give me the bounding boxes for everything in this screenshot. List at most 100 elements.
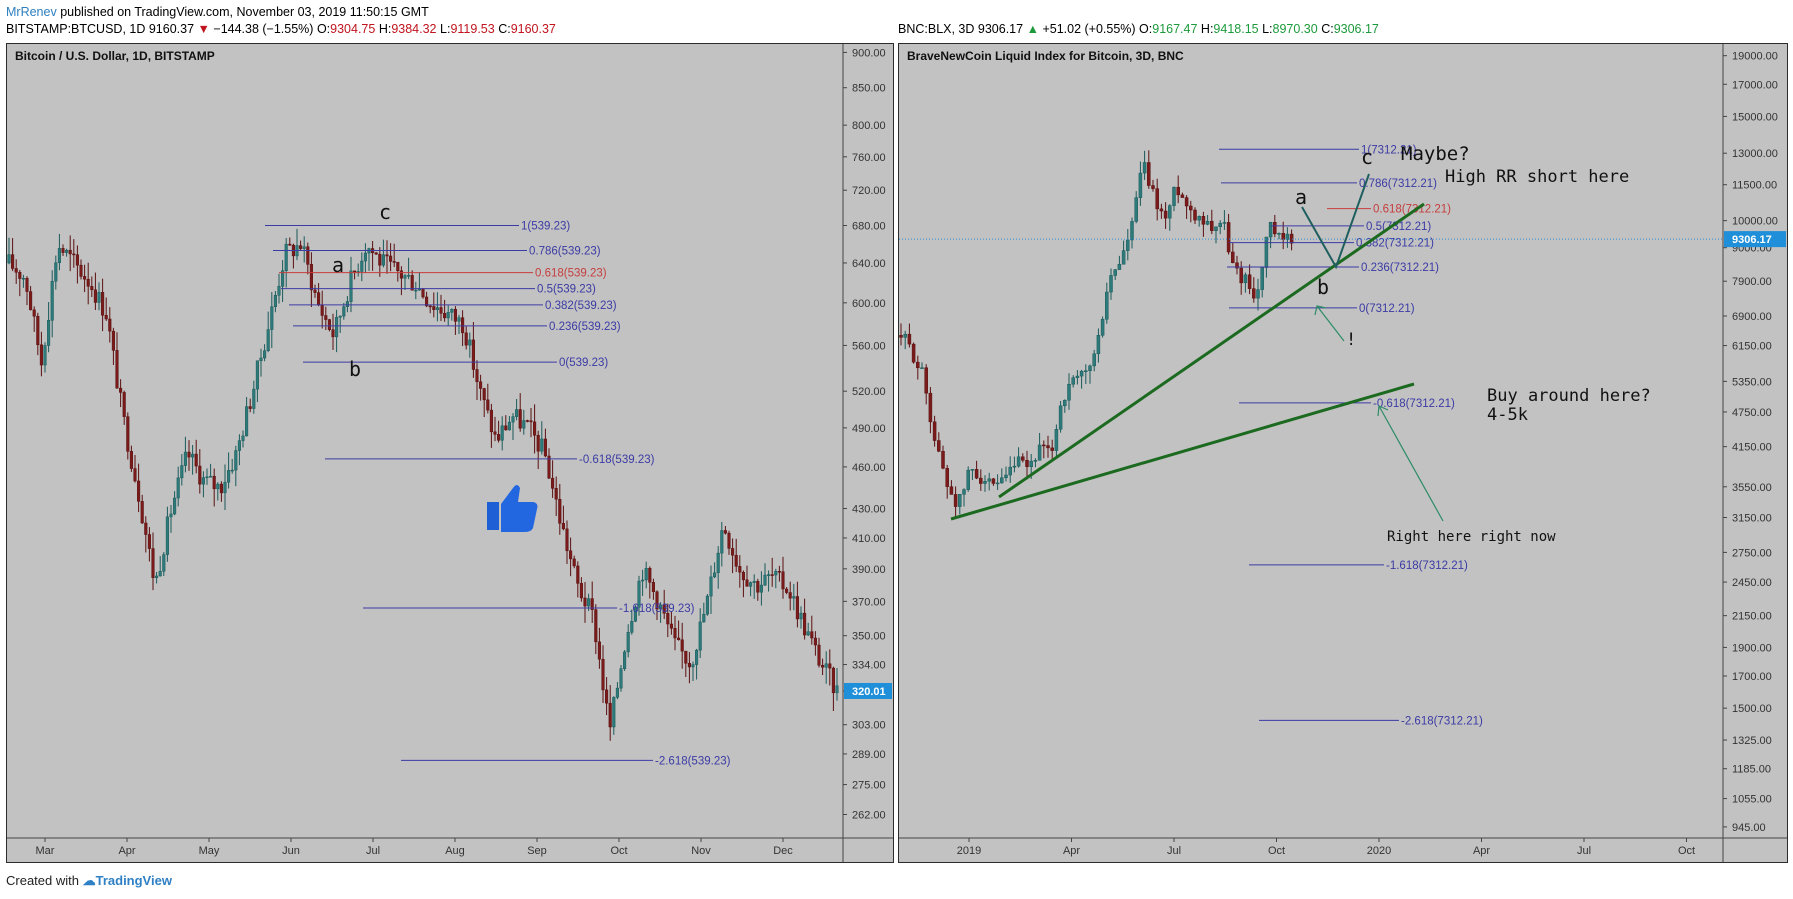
y-tick-label: 19000.00	[1732, 51, 1778, 63]
candle-body	[1205, 220, 1210, 225]
candle-body	[835, 685, 839, 694]
candle-body	[716, 552, 720, 574]
candle-body	[122, 392, 126, 417]
left-change: −144.38 (−1.55%)	[213, 22, 314, 36]
candle-body	[637, 580, 641, 608]
candle-body	[612, 697, 616, 728]
candle-body	[410, 275, 414, 291]
x-tick-label: Aug	[445, 845, 465, 857]
x-tick-label: Apr	[1473, 845, 1490, 857]
y-tick-label: 303.00	[852, 720, 886, 732]
candle-body	[1281, 233, 1285, 240]
candle-body	[25, 277, 29, 292]
candle-body	[1289, 233, 1294, 244]
candle-body	[342, 306, 346, 317]
candle-body	[781, 571, 785, 590]
candle-body	[482, 388, 486, 401]
fib-label: -1.618(539.23)	[619, 603, 695, 615]
right-chart-svg[interactable]: 19000.00 17000.00 15000.00 13000.00 11500.00…	[899, 44, 1787, 862]
y-tick-label: 7900.00	[1732, 276, 1772, 288]
candle-body	[911, 343, 916, 363]
candle-body	[381, 254, 385, 266]
fib-label: 1(539.23)	[521, 221, 570, 233]
candle-body	[565, 528, 569, 552]
x-tick-label: Oct	[1268, 845, 1285, 857]
candle-body	[731, 548, 735, 556]
x-tick-label: Apr	[118, 845, 135, 857]
candle-body	[511, 416, 515, 423]
candle-body	[32, 309, 36, 317]
y-tick-label: 410.00	[852, 533, 886, 545]
x-tick-label: 2020	[1367, 845, 1391, 857]
candle-body	[83, 276, 87, 280]
candle-body	[1277, 233, 1281, 235]
candle-body	[18, 272, 22, 279]
candle-body	[216, 483, 220, 490]
candle-body	[983, 481, 987, 484]
candle-body	[1151, 185, 1155, 189]
candle-body	[1168, 205, 1172, 219]
y-tick-label: 560.00	[852, 340, 886, 352]
candle-body	[299, 245, 303, 249]
left-chart-panel[interactable]: 900.00 850.00 800.00 760.00 720.00 680.00 640.…	[6, 43, 894, 863]
fib-label: -1.618(7312.21)	[1386, 560, 1468, 572]
candle-body	[522, 420, 526, 429]
candle-body	[1067, 383, 1071, 401]
candle-body	[504, 425, 508, 431]
candle-body	[525, 420, 529, 422]
candle-body	[962, 489, 966, 495]
candle-body	[1243, 274, 1248, 284]
left-down-arrow-icon: ▼	[197, 22, 210, 36]
candle-body	[1239, 267, 1243, 284]
candle-body	[435, 307, 439, 310]
tradingview-logo-icon[interactable]: ☁TradingView	[82, 873, 172, 888]
candle-body	[608, 702, 612, 728]
candle-body	[1256, 289, 1260, 299]
x-tick-label: 2019	[957, 845, 981, 857]
candle-body	[920, 367, 924, 369]
x-tick-label: Oct	[610, 845, 627, 857]
fib-label: 0.618(539.23)	[535, 268, 607, 280]
tradingview-brand[interactable]: TradingView	[95, 873, 172, 888]
chart-annotation: 4-5k	[1487, 405, 1528, 425]
candle-body	[916, 361, 920, 369]
candle-body	[489, 409, 493, 433]
candle-body	[763, 574, 767, 586]
candle-body	[1050, 447, 1054, 451]
candle-body	[597, 641, 601, 660]
candle-body	[61, 248, 65, 253]
candle-body	[590, 598, 594, 610]
annotation-arrow-1	[1316, 305, 1345, 342]
candle-body	[979, 477, 983, 484]
candle-body	[212, 475, 216, 490]
candle-body	[302, 246, 306, 249]
right-chart-panel[interactable]: 19000.00 17000.00 15000.00 13000.00 11500.00…	[898, 43, 1788, 863]
candle-body	[1079, 370, 1084, 377]
candle-body	[1180, 194, 1185, 198]
candle-body	[991, 478, 996, 484]
left-chart-svg[interactable]: 900.00 850.00 800.00 760.00 720.00 680.00 640.…	[7, 44, 893, 862]
candle-body	[1016, 456, 1021, 467]
candle-body	[1264, 236, 1269, 268]
candle-body	[831, 667, 835, 694]
chart-annotation: !	[1346, 330, 1356, 350]
candle-body	[623, 651, 627, 670]
y-tick-label: 520.00	[852, 386, 886, 398]
author-link[interactable]: MrRenev	[6, 5, 57, 19]
candle-body	[7, 254, 11, 264]
candle-body	[932, 421, 937, 441]
candle-body	[79, 264, 83, 277]
candle-body	[1004, 474, 1008, 479]
candle-body	[1210, 220, 1214, 231]
candle-body	[187, 451, 191, 458]
candle-body	[259, 357, 263, 361]
candle-body	[529, 420, 533, 423]
candle-body	[749, 582, 753, 587]
candle-body	[21, 277, 25, 280]
candle-body	[1121, 250, 1126, 265]
candle-body	[702, 613, 706, 623]
candle-body	[281, 270, 285, 287]
candle-body	[533, 421, 537, 436]
candle-body	[363, 252, 367, 262]
candle-body	[810, 631, 814, 639]
